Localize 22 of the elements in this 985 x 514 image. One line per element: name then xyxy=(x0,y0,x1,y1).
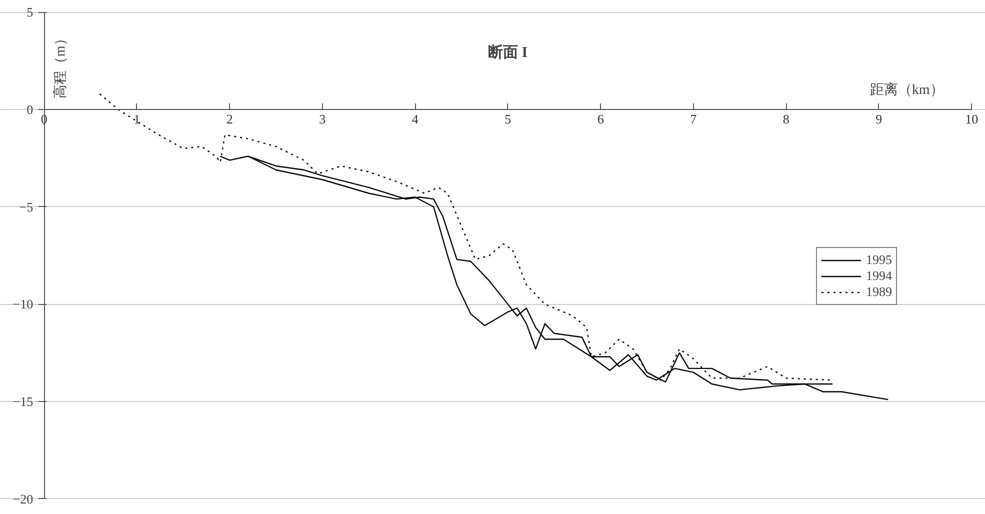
y-tick-label: −10 xyxy=(12,296,34,312)
x-tick-label: 5 xyxy=(504,112,512,127)
y-tick-label: 0 xyxy=(26,102,34,118)
legend-label: 1989 xyxy=(866,284,892,300)
x-tick-label: 8 xyxy=(782,112,790,127)
y-tick-label: −5 xyxy=(19,199,34,214)
x-tick-label: 6 xyxy=(597,112,604,127)
legend-label: 1994 xyxy=(866,268,892,284)
x-tick-label: 9 xyxy=(876,112,882,127)
x-axis-title: 距离（km） xyxy=(870,82,944,98)
x-tick-label: 1 xyxy=(134,112,140,127)
x-tick-label: 3 xyxy=(319,112,326,127)
text: 断面 I xyxy=(488,44,528,61)
x-tick-label: 2 xyxy=(226,112,233,127)
y-tick-label: −20 xyxy=(12,491,34,506)
x-tick-label: 10 xyxy=(965,112,978,127)
legend-label: 1995 xyxy=(866,252,892,268)
y-tick-label: −15 xyxy=(12,394,34,410)
x-tick-label: 4 xyxy=(412,112,419,127)
y-tick-label: 5 xyxy=(26,4,34,20)
x-tick-label: 7 xyxy=(690,112,698,127)
y-axis-title: 高程（m） xyxy=(52,32,68,99)
